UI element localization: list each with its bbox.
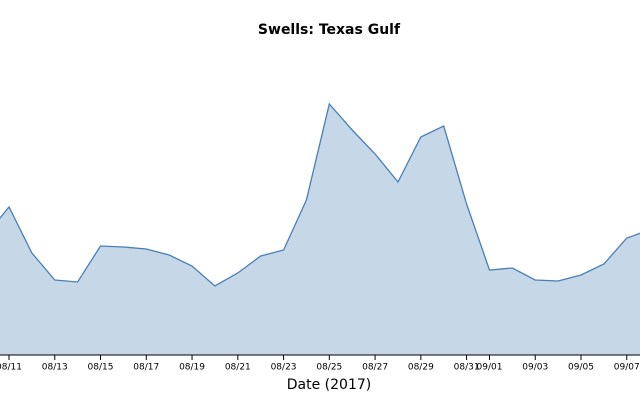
line <box>0 102 640 287</box>
chart-title: Swells: Texas Gulf <box>258 22 401 38</box>
x-tick-label: 08/31 <box>454 363 480 373</box>
x-tick-label: 08/29 <box>408 363 434 373</box>
x-tick-label: 09/03 <box>522 363 548 373</box>
x-tick-label: 08/27 <box>362 363 388 373</box>
x-axis-label: Date (2017) <box>287 377 371 393</box>
x-tick-label: 08/25 <box>316 363 342 373</box>
x-tick-label: 09/05 <box>568 363 594 373</box>
area <box>0 104 640 355</box>
x-tick-label: 08/15 <box>88 363 114 373</box>
x-tick-label: 09/01 <box>477 363 503 373</box>
x-tick-label: 09/07 <box>614 363 640 373</box>
x-tick-label: 08/19 <box>179 363 205 373</box>
x-tick-label: 08/13 <box>42 363 68 373</box>
x-tick-label: 08/21 <box>225 363 251 373</box>
x-tick-label: 08/11 <box>0 363 22 373</box>
x-tick-label: 08/17 <box>133 363 159 373</box>
x-tick-label: 08/23 <box>271 363 297 373</box>
